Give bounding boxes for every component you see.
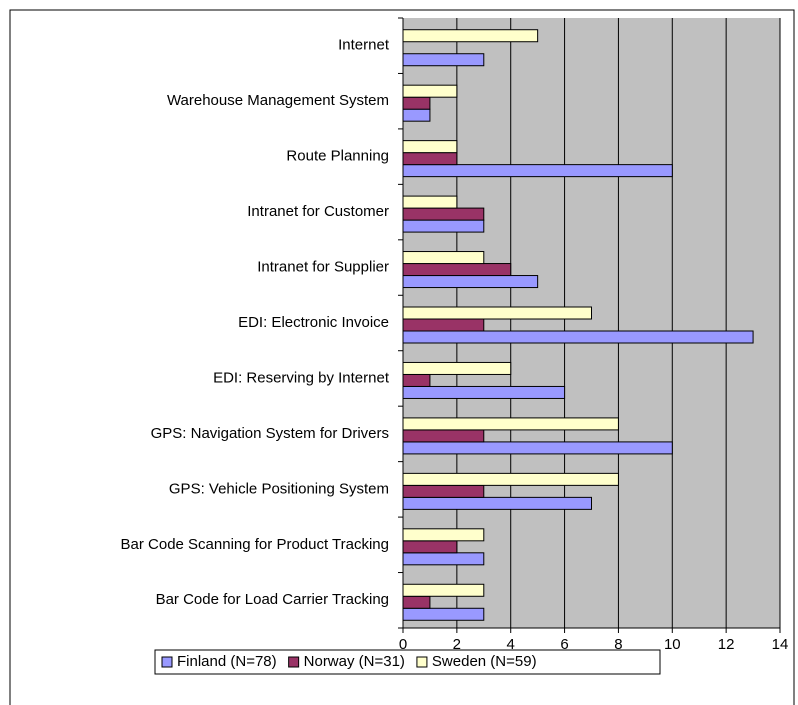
- y-tick-label: Bar Code Scanning for Product Tracking: [121, 536, 389, 553]
- legend-label: Norway (N=31): [304, 653, 405, 670]
- bar: [402, 251, 485, 265]
- bar: [402, 373, 431, 387]
- y-tick-label: Intranet for Customer: [247, 203, 389, 220]
- bar: [402, 84, 458, 98]
- bar: [402, 496, 592, 510]
- bar: [402, 140, 458, 154]
- bar: [402, 108, 431, 122]
- bar: [402, 164, 673, 178]
- bar: [402, 528, 485, 542]
- bar: [402, 361, 512, 375]
- bar: [402, 472, 619, 486]
- bar: [402, 607, 485, 621]
- bar: [402, 219, 485, 233]
- y-tick-label: EDI: Reserving by Internet: [213, 369, 390, 386]
- x-tick-label: 6: [560, 636, 568, 653]
- bar: [402, 552, 485, 566]
- bar: [402, 29, 539, 43]
- y-tick-label: Internet: [338, 37, 390, 54]
- bar: [402, 207, 485, 221]
- bar: [402, 595, 431, 609]
- y-tick-label: Route Planning: [286, 148, 389, 165]
- bar: [402, 385, 566, 399]
- legend-label: Finland (N=78): [177, 653, 277, 670]
- bar: [402, 152, 458, 166]
- legend-box: [154, 649, 661, 675]
- x-tick-label: 8: [614, 636, 622, 653]
- bar: [402, 263, 512, 277]
- legend-swatch: [288, 656, 300, 668]
- bar: [402, 195, 458, 209]
- legend-swatch: [161, 656, 173, 668]
- bar: [402, 306, 592, 320]
- y-tick-label: GPS: Navigation System for Drivers: [151, 425, 389, 442]
- bar: [402, 429, 485, 443]
- bar: [402, 318, 485, 332]
- x-tick-label: 0: [399, 636, 407, 653]
- bar: [402, 275, 539, 289]
- legend-label: Sweden (N=59): [432, 653, 537, 670]
- bar: [402, 330, 754, 344]
- x-tick-label: 2: [453, 636, 461, 653]
- y-tick-label: EDI: Electronic Invoice: [238, 314, 389, 331]
- legend-swatch: [416, 656, 428, 668]
- y-tick-label: Warehouse Management System: [167, 92, 389, 109]
- y-tick-label: GPS: Vehicle Positioning System: [169, 480, 389, 497]
- bar: [402, 53, 485, 67]
- bar: [402, 484, 485, 498]
- x-tick-label: 4: [507, 636, 515, 653]
- y-tick-label: Intranet for Supplier: [257, 259, 389, 276]
- x-tick-label: 12: [718, 636, 735, 653]
- x-tick-label: 10: [664, 636, 681, 653]
- bar: [402, 417, 619, 431]
- y-tick-label: Bar Code for Load Carrier Tracking: [156, 591, 389, 608]
- bar: [402, 583, 485, 597]
- bar: [402, 96, 431, 110]
- bar: [402, 540, 458, 554]
- bar: [402, 441, 673, 455]
- x-tick-label: 14: [772, 636, 789, 653]
